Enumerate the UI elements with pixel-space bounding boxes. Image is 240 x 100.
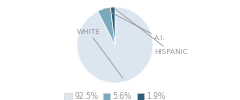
Legend: 92.5%, 5.6%, 1.9%: 92.5%, 5.6%, 1.9%	[61, 89, 169, 100]
Text: HISPANIC: HISPANIC	[113, 7, 188, 55]
Wedge shape	[77, 7, 153, 83]
Wedge shape	[98, 7, 115, 45]
Text: WHITE: WHITE	[77, 29, 123, 78]
Text: A.I.: A.I.	[104, 9, 166, 41]
Wedge shape	[110, 7, 115, 45]
